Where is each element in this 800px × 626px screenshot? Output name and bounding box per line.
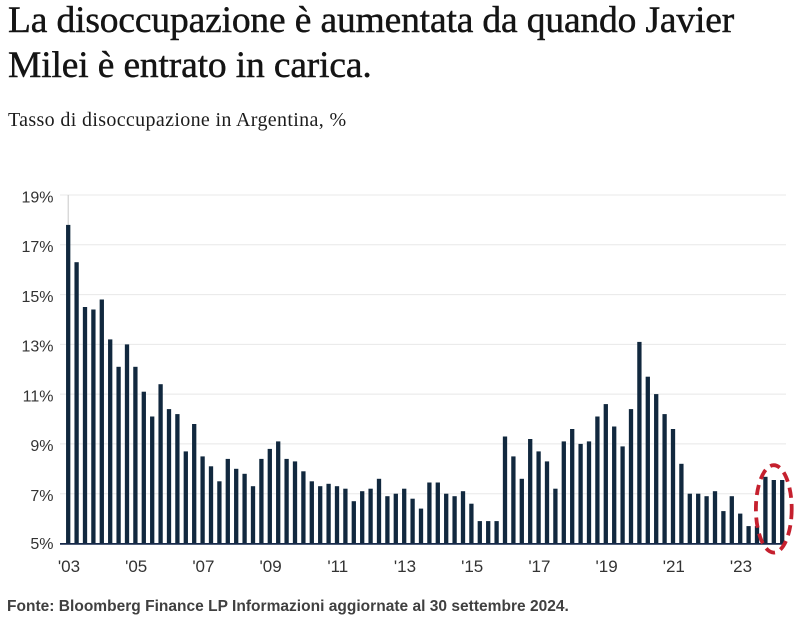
svg-text:'07: '07 [192, 557, 214, 576]
svg-text:11%: 11% [23, 388, 54, 405]
svg-text:'11: '11 [327, 557, 348, 576]
svg-text:'23: '23 [730, 557, 752, 576]
svg-text:'09: '09 [260, 557, 282, 576]
svg-text:'05: '05 [125, 557, 147, 576]
svg-text:7%: 7% [30, 488, 53, 505]
svg-text:19%: 19% [21, 189, 53, 206]
svg-text:13%: 13% [21, 339, 53, 356]
svg-text:'19: '19 [596, 557, 618, 576]
svg-text:'13: '13 [394, 557, 416, 576]
svg-text:15%: 15% [21, 289, 53, 306]
svg-text:5%: 5% [30, 536, 53, 553]
svg-text:'03: '03 [58, 557, 80, 576]
svg-text:'15: '15 [461, 557, 483, 576]
svg-text:'17: '17 [528, 557, 550, 576]
svg-text:9%: 9% [30, 438, 53, 455]
svg-text:'21: '21 [663, 557, 685, 576]
svg-text:17%: 17% [21, 239, 53, 256]
